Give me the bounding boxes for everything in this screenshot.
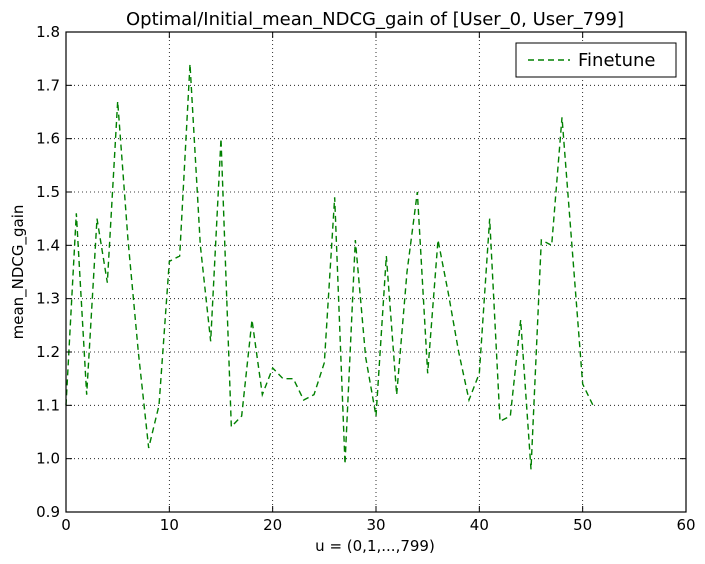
y-tick-label: 1.6 xyxy=(36,130,60,148)
tick-labels: 0 10 20 30 40 50 60 0.9 1.0 1.1 1.2 1.3 1.4 1.5 1.6 1.7… xyxy=(36,23,695,534)
y-tick-label: 1.3 xyxy=(36,290,60,308)
y-tick-label: 1.8 xyxy=(36,23,60,41)
x-tick-label: 0 xyxy=(61,516,71,534)
axes xyxy=(65,31,687,513)
x-tick-label: 30 xyxy=(366,516,385,534)
y-tick-label: 1.4 xyxy=(36,236,60,254)
x-axis-label: u = (0,1,...,799) xyxy=(315,537,435,555)
y-tick-label: 1.0 xyxy=(36,450,60,468)
series-line-finetune xyxy=(65,63,594,470)
chart-title: Optimal/Initial_mean_NDCG_gain of [User_… xyxy=(126,9,624,30)
legend-label: Finetune xyxy=(578,50,655,71)
x-tick-label: 20 xyxy=(263,516,282,534)
y-tick-label: 0.9 xyxy=(36,503,60,521)
y-tick-label: 1.7 xyxy=(36,76,60,94)
y-tick-label: 1.5 xyxy=(36,183,60,201)
y-axis-label: mean_NDCG_gain xyxy=(9,205,28,340)
y-tick-label: 1.2 xyxy=(36,343,60,361)
legend: Finetune xyxy=(515,42,677,78)
series-layer xyxy=(65,63,594,470)
x-tick-label: 10 xyxy=(160,516,179,534)
x-tick-label: 40 xyxy=(470,516,489,534)
x-tick-label: 60 xyxy=(676,516,695,534)
x-tick-label: 50 xyxy=(573,516,592,534)
y-tick-label: 1.1 xyxy=(36,396,60,414)
